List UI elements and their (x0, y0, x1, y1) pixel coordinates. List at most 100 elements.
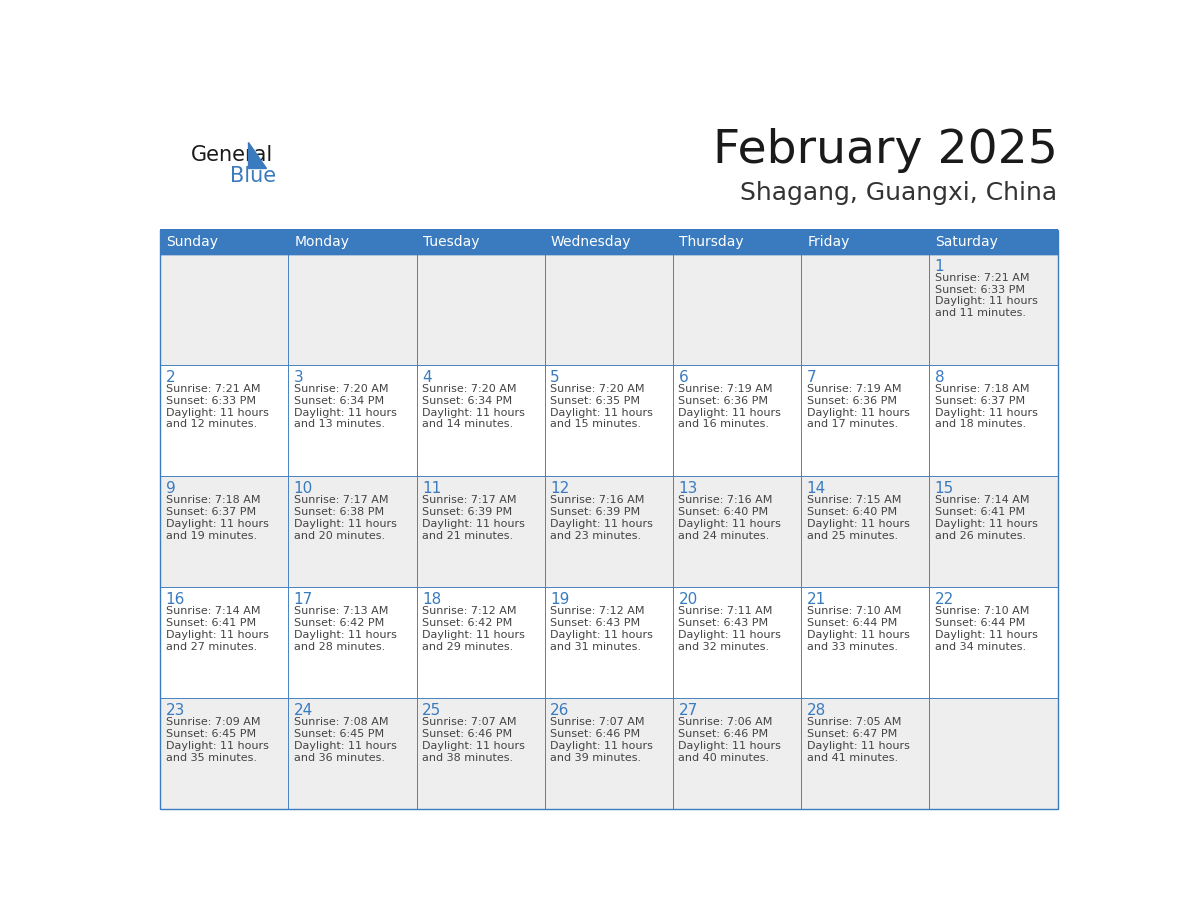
Bar (160, 229, 1057, 233)
Text: Sunset: 6:46 PM: Sunset: 6:46 PM (422, 729, 512, 739)
Text: Sunrise: 7:05 AM: Sunrise: 7:05 AM (807, 717, 901, 727)
Text: and 28 minutes.: and 28 minutes. (293, 642, 385, 652)
Text: 14: 14 (807, 481, 826, 496)
Text: 15: 15 (935, 481, 954, 496)
Text: Sunset: 6:39 PM: Sunset: 6:39 PM (550, 507, 640, 517)
Text: Shagang, Guangxi, China: Shagang, Guangxi, China (740, 182, 1057, 206)
Text: Sunrise: 7:11 AM: Sunrise: 7:11 AM (678, 606, 772, 616)
Bar (417, 588, 545, 699)
Text: Sunset: 6:38 PM: Sunset: 6:38 PM (293, 507, 384, 517)
Text: 12: 12 (550, 481, 569, 496)
Text: Daylight: 11 hours: Daylight: 11 hours (935, 519, 1037, 529)
Text: Sunrise: 7:08 AM: Sunrise: 7:08 AM (293, 717, 388, 727)
Text: 7: 7 (807, 370, 816, 385)
Text: Sunrise: 7:18 AM: Sunrise: 7:18 AM (165, 495, 260, 505)
Text: Daylight: 11 hours: Daylight: 11 hours (422, 741, 525, 751)
Text: Sunrise: 7:16 AM: Sunrise: 7:16 AM (678, 495, 772, 505)
Text: and 40 minutes.: and 40 minutes. (678, 753, 770, 763)
Text: and 20 minutes.: and 20 minutes. (293, 531, 385, 541)
Text: Sunrise: 7:07 AM: Sunrise: 7:07 AM (422, 717, 517, 727)
Bar (672, 230, 801, 254)
Text: and 14 minutes.: and 14 minutes. (422, 420, 513, 430)
Text: Daylight: 11 hours: Daylight: 11 hours (293, 741, 397, 751)
Text: Sunset: 6:33 PM: Sunset: 6:33 PM (935, 285, 1025, 295)
Text: 4: 4 (422, 370, 431, 385)
Text: 8: 8 (935, 370, 944, 385)
Text: Sunrise: 7:12 AM: Sunrise: 7:12 AM (422, 606, 517, 616)
Text: and 39 minutes.: and 39 minutes. (550, 753, 642, 763)
Text: Sunrise: 7:17 AM: Sunrise: 7:17 AM (422, 495, 517, 505)
Text: Sunset: 6:37 PM: Sunset: 6:37 PM (935, 396, 1025, 406)
Text: Wednesday: Wednesday (551, 235, 632, 249)
Text: Sunset: 6:40 PM: Sunset: 6:40 PM (807, 507, 897, 517)
Text: Sunday: Sunday (166, 235, 219, 249)
Bar (289, 254, 417, 365)
Bar (160, 699, 289, 810)
Bar (672, 476, 801, 588)
Text: Daylight: 11 hours: Daylight: 11 hours (807, 519, 910, 529)
Text: Daylight: 11 hours: Daylight: 11 hours (165, 519, 268, 529)
Text: Sunset: 6:37 PM: Sunset: 6:37 PM (165, 507, 255, 517)
Text: Sunset: 6:44 PM: Sunset: 6:44 PM (807, 618, 897, 628)
Bar (160, 230, 289, 254)
Bar (289, 476, 417, 588)
Text: Daylight: 11 hours: Daylight: 11 hours (422, 408, 525, 418)
Text: and 36 minutes.: and 36 minutes. (293, 753, 385, 763)
Text: and 19 minutes.: and 19 minutes. (165, 531, 257, 541)
Text: Daylight: 11 hours: Daylight: 11 hours (293, 519, 397, 529)
Bar (545, 476, 672, 588)
Bar (545, 365, 672, 476)
Bar (801, 699, 929, 810)
Text: 22: 22 (935, 592, 954, 607)
Text: Sunset: 6:45 PM: Sunset: 6:45 PM (165, 729, 255, 739)
Text: Daylight: 11 hours: Daylight: 11 hours (165, 408, 268, 418)
Text: Monday: Monday (295, 235, 349, 249)
Text: 28: 28 (807, 703, 826, 718)
Text: 19: 19 (550, 592, 569, 607)
Text: Daylight: 11 hours: Daylight: 11 hours (422, 519, 525, 529)
Bar (160, 254, 289, 365)
Text: Sunrise: 7:13 AM: Sunrise: 7:13 AM (293, 606, 388, 616)
Text: 24: 24 (293, 703, 312, 718)
Text: and 21 minutes.: and 21 minutes. (422, 531, 513, 541)
Text: Sunrise: 7:20 AM: Sunrise: 7:20 AM (550, 384, 645, 394)
Text: Daylight: 11 hours: Daylight: 11 hours (678, 519, 782, 529)
Text: Sunset: 6:46 PM: Sunset: 6:46 PM (550, 729, 640, 739)
Text: Sunrise: 7:15 AM: Sunrise: 7:15 AM (807, 495, 901, 505)
Text: Daylight: 11 hours: Daylight: 11 hours (678, 741, 782, 751)
Text: Saturday: Saturday (936, 235, 998, 249)
Text: 5: 5 (550, 370, 560, 385)
Bar (672, 254, 801, 365)
Text: 27: 27 (678, 703, 697, 718)
Text: and 31 minutes.: and 31 minutes. (550, 642, 642, 652)
Text: Sunset: 6:34 PM: Sunset: 6:34 PM (422, 396, 512, 406)
Text: and 25 minutes.: and 25 minutes. (807, 531, 898, 541)
Polygon shape (248, 142, 266, 168)
Bar (160, 230, 1057, 254)
Text: 23: 23 (165, 703, 185, 718)
Text: Sunrise: 7:14 AM: Sunrise: 7:14 AM (935, 495, 1029, 505)
Text: Sunset: 6:42 PM: Sunset: 6:42 PM (422, 618, 512, 628)
Text: 26: 26 (550, 703, 569, 718)
Bar (289, 699, 417, 810)
Bar (929, 699, 1057, 810)
Text: Sunset: 6:33 PM: Sunset: 6:33 PM (165, 396, 255, 406)
Text: and 26 minutes.: and 26 minutes. (935, 531, 1026, 541)
Text: Sunset: 6:43 PM: Sunset: 6:43 PM (678, 618, 769, 628)
Bar (929, 365, 1057, 476)
Text: Daylight: 11 hours: Daylight: 11 hours (807, 408, 910, 418)
Text: Sunrise: 7:20 AM: Sunrise: 7:20 AM (422, 384, 517, 394)
Text: 6: 6 (678, 370, 688, 385)
Text: and 41 minutes.: and 41 minutes. (807, 753, 898, 763)
Text: Sunset: 6:40 PM: Sunset: 6:40 PM (678, 507, 769, 517)
Text: Daylight: 11 hours: Daylight: 11 hours (165, 630, 268, 640)
Bar (545, 230, 672, 254)
Text: Sunset: 6:46 PM: Sunset: 6:46 PM (678, 729, 769, 739)
Text: and 35 minutes.: and 35 minutes. (165, 753, 257, 763)
Text: Daylight: 11 hours: Daylight: 11 hours (422, 630, 525, 640)
Text: Friday: Friday (808, 235, 849, 249)
Text: 10: 10 (293, 481, 312, 496)
Bar (289, 365, 417, 476)
Text: Daylight: 11 hours: Daylight: 11 hours (678, 408, 782, 418)
Text: Daylight: 11 hours: Daylight: 11 hours (550, 630, 653, 640)
